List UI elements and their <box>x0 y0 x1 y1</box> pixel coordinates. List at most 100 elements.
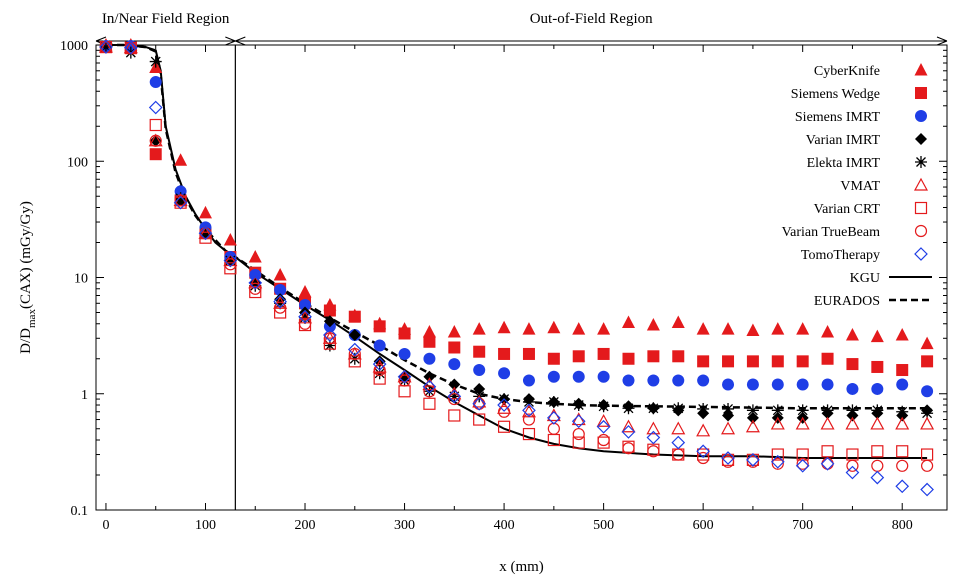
data-point <box>920 459 934 472</box>
data-point <box>622 402 635 415</box>
series-tomotherapy <box>99 40 934 497</box>
data-point <box>697 402 710 415</box>
data-point <box>746 455 760 468</box>
data-point <box>149 55 162 68</box>
data-point <box>423 335 436 348</box>
data-point <box>572 350 585 363</box>
data-point <box>796 404 809 417</box>
data-point <box>721 451 735 465</box>
data-point <box>224 254 237 267</box>
data-points <box>98 38 935 497</box>
data-point <box>671 421 686 435</box>
data-point <box>423 370 436 383</box>
x-tick-label: 400 <box>494 518 515 533</box>
legend-label: TomoTherapy <box>801 248 880 263</box>
data-point <box>646 421 661 435</box>
data-point <box>498 347 511 360</box>
data-point <box>871 459 884 472</box>
data-point <box>298 285 312 298</box>
data-point <box>622 352 635 365</box>
y-tick-label: 1000 <box>60 39 88 54</box>
data-point <box>248 275 263 289</box>
data-point <box>795 416 810 430</box>
data-point <box>895 416 910 430</box>
data-point <box>896 459 909 472</box>
legend-label: CyberKnife <box>814 64 880 79</box>
data-point <box>722 378 735 391</box>
data-point <box>846 404 859 417</box>
data-point <box>771 355 784 368</box>
x-tick-label: 100 <box>195 518 216 533</box>
data-point <box>323 304 336 317</box>
data-point <box>597 400 610 413</box>
data-point <box>646 318 660 331</box>
data-point <box>497 320 511 334</box>
x-tick-label: 500 <box>593 518 614 533</box>
data-point <box>870 329 884 343</box>
data-point <box>398 347 411 360</box>
data-point <box>497 405 511 418</box>
data-point <box>572 436 585 449</box>
data-point <box>497 420 511 433</box>
data-point <box>846 382 859 395</box>
legend-marker <box>914 201 928 215</box>
data-point <box>871 404 884 417</box>
data-point <box>572 399 585 412</box>
x-axis-label: x (mm) <box>499 559 544 575</box>
data-point <box>547 352 560 365</box>
legend-marker <box>915 133 927 145</box>
data-point <box>647 445 660 458</box>
data-point <box>348 347 361 361</box>
data-point <box>149 148 162 161</box>
data-point <box>174 192 187 205</box>
data-point <box>546 411 561 425</box>
data-point <box>472 396 487 411</box>
data-point <box>821 404 834 417</box>
data-point <box>672 402 685 415</box>
data-point <box>348 310 361 323</box>
data-point <box>572 427 585 441</box>
x-tick-label: 600 <box>693 518 714 533</box>
data-point <box>199 231 212 244</box>
data-point <box>871 445 884 458</box>
data-point <box>423 352 436 365</box>
legend-item: TomoTherapy <box>801 247 928 263</box>
data-point <box>821 445 834 458</box>
data-point <box>273 294 287 309</box>
legend-label: Varian IMRT <box>806 133 881 148</box>
data-point <box>771 404 784 417</box>
data-point <box>672 374 685 387</box>
data-point <box>248 250 262 263</box>
data-point <box>821 324 835 338</box>
data-point <box>845 416 860 430</box>
legend-item: Varian IMRT <box>806 133 927 148</box>
data-point <box>473 413 486 426</box>
y-tick-label: 10 <box>74 272 88 287</box>
data-point <box>148 100 163 115</box>
legend-item: KGU <box>850 271 932 286</box>
data-point <box>123 40 138 55</box>
data-point <box>323 315 336 328</box>
x-tick-label: 700 <box>792 518 813 533</box>
legend-item: Siemens IMRT <box>795 110 927 125</box>
data-point <box>597 322 611 335</box>
data-point <box>198 205 212 219</box>
data-point <box>397 369 412 384</box>
data-point <box>647 374 660 387</box>
data-point <box>771 378 784 391</box>
data-point <box>274 284 287 297</box>
data-point <box>497 398 511 412</box>
y-axis-label: D/Dmax(CAX) (mGy/Gy) <box>18 201 38 354</box>
data-point <box>871 382 884 395</box>
data-point <box>921 385 934 398</box>
region-arrow <box>95 36 236 46</box>
legend-marker <box>915 156 927 168</box>
data-point <box>473 364 486 377</box>
data-point <box>696 423 711 437</box>
data-point <box>249 285 262 299</box>
data-point <box>274 297 287 310</box>
region-label: Out-of-Field Region <box>530 11 653 27</box>
data-point <box>796 378 809 391</box>
data-point <box>921 407 934 420</box>
data-point <box>696 322 710 335</box>
